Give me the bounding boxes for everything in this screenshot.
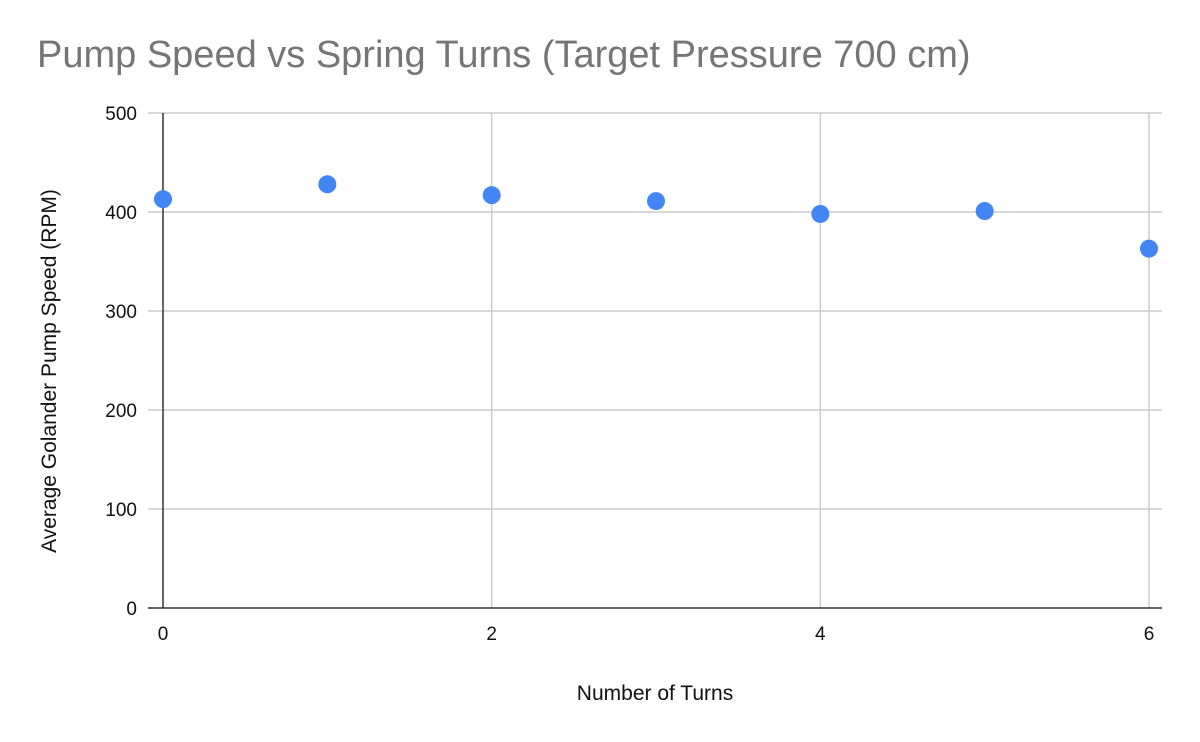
x-tick-label: 2 <box>486 624 497 645</box>
y-tick-label: 500 <box>105 104 137 125</box>
y-tick-label: 200 <box>105 401 137 422</box>
data-point <box>647 192 665 211</box>
y-axis-title: Average Golander Pump Speed (RPM) <box>38 189 61 553</box>
axes <box>148 113 1162 609</box>
data-point <box>975 202 994 221</box>
x-tick-label: 4 <box>815 624 826 645</box>
data-points <box>154 175 1158 258</box>
y-tick-label: 0 <box>126 599 137 620</box>
y-tick-label: 100 <box>105 500 137 521</box>
y-tick-labels: 0 100 200 300 400 500 <box>105 104 137 620</box>
data-point <box>811 204 830 223</box>
y-tick-label: 300 <box>105 302 137 323</box>
data-point <box>318 175 337 194</box>
x-axis-title: Number of Turns <box>577 682 733 705</box>
x-tick-labels: 0 2 4 6 <box>158 624 1155 645</box>
gridlines <box>148 112 1162 608</box>
chart-title: Pump Speed vs Spring Turns (Target Press… <box>37 34 971 76</box>
data-point <box>482 186 501 205</box>
data-point <box>154 190 172 209</box>
y-tick-label: 400 <box>105 203 137 224</box>
x-tick-label: 6 <box>1144 624 1155 645</box>
data-point <box>1140 239 1158 258</box>
x-tick-label: 0 <box>158 624 169 645</box>
